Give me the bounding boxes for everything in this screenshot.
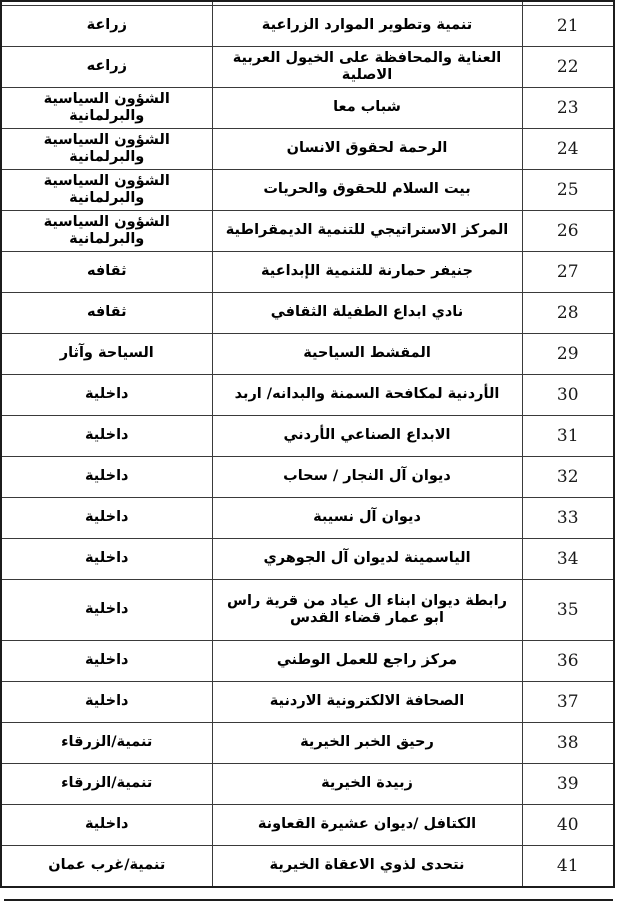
- cell-organization-name: نتحدى لذوي الاعقاة الخيرية: [211, 845, 523, 888]
- cell-number: 24: [521, 128, 615, 170]
- cell-department: تنمية/الزرقاء: [0, 722, 213, 764]
- cell-organization-name: جنيفر حمارنة للتنمية الإبداعية: [211, 251, 523, 293]
- cell-organization-name: العناية والمحافظة على الخيول العربية الا…: [211, 46, 523, 88]
- cell-department: داخلية: [0, 681, 213, 723]
- cell-organization-name: رابطة ديوان ابناء ال عياد من قرية راس اب…: [211, 579, 523, 641]
- cell-number: 36: [521, 640, 615, 682]
- cell-organization-name: بيت السلام للحقوق والحريات: [211, 169, 523, 211]
- table-row: 35 رابطة ديوان ابناء ال عياد من قرية راس …: [0, 579, 615, 641]
- cell-number: 35: [521, 579, 615, 641]
- cell-number: 37: [521, 681, 615, 723]
- cell-number: 25: [521, 169, 615, 211]
- cell-organization-name: تنمية وتطوير الموارد الزراعية: [211, 5, 523, 47]
- cell-department: داخلية: [0, 579, 213, 641]
- cell-organization-name: ديوان آل نسيبة: [211, 497, 523, 539]
- cell-department: تنمية/الزرقاء: [0, 763, 213, 805]
- table-row: 28 نادي ابداع الطفيلة الثقافي ثقافه: [0, 292, 615, 334]
- cell-organization-name: زبيدة الخيرية: [211, 763, 523, 805]
- table-row: 21 تنمية وتطوير الموارد الزراعية زراعة: [0, 5, 615, 47]
- table-row: 25 بيت السلام للحقوق والحريات الشؤون السيا…: [0, 169, 615, 211]
- cell-number: 29: [521, 333, 615, 375]
- cell-number: 39: [521, 763, 615, 805]
- cell-organization-name: الأردنية لمكافحة السمنة والبدانه/ اربد: [211, 374, 523, 416]
- cell-department: ثقافه: [0, 251, 213, 293]
- cell-department: الشؤون السياسية والبرلمانية: [0, 169, 213, 211]
- cell-number: 32: [521, 456, 615, 498]
- cell-number: 33: [521, 497, 615, 539]
- table-row: 22 العناية والمحافظة على الخيول العربية ا…: [0, 46, 615, 88]
- cell-department: داخلية: [0, 456, 213, 498]
- table-row: 31 الابداع الصناعي الأردني داخلية: [0, 415, 615, 457]
- table-row: 24 الرحمة لحقوق الانسان الشؤون السياسية وا…: [0, 128, 615, 170]
- table-row: 29 المقشط السياحية السياحة وآثار: [0, 333, 615, 375]
- cell-number: 40: [521, 804, 615, 846]
- cell-department: داخلية: [0, 538, 213, 580]
- cell-number: 21: [521, 5, 615, 47]
- cell-organization-name: نادي ابداع الطفيلة الثقافي: [211, 292, 523, 334]
- cell-organization-name: الكتافل /ديوان عشيرة القعاونة: [211, 804, 523, 846]
- cell-organization-name: المركز الاستراتيجي للتنمية الديمقراطية: [211, 210, 523, 252]
- cell-department: تنمية/غرب عمان: [0, 845, 213, 888]
- table-row: 33 ديوان آل نسيبة داخلية: [0, 497, 615, 539]
- cell-number: 38: [521, 722, 615, 764]
- table-row: 30 الأردنية لمكافحة السمنة والبدانه/ اربد…: [0, 374, 615, 416]
- cell-department: داخلية: [0, 374, 213, 416]
- table-row: 23 شباب معا الشؤون السياسية والبرلمانية: [0, 87, 615, 129]
- cell-department: الشؤون السياسية والبرلمانية: [0, 128, 213, 170]
- cell-number: 22: [521, 46, 615, 88]
- table-row: 39 زبيدة الخيرية تنمية/الزرقاء: [0, 763, 615, 805]
- cell-organization-name: رحيق الخبر الخيرية: [211, 722, 523, 764]
- table-row: 38 رحيق الخبر الخيرية تنمية/الزرقاء: [0, 722, 615, 764]
- cell-number: 34: [521, 538, 615, 580]
- cell-number: 27: [521, 251, 615, 293]
- cell-department: زراعة: [0, 5, 213, 47]
- cell-organization-name: مركز راجع للعمل الوطني: [211, 640, 523, 682]
- cell-department: زراعه: [0, 46, 213, 88]
- cell-department: الشؤون السياسية والبرلمانية: [0, 87, 213, 129]
- cell-number: 31: [521, 415, 615, 457]
- cell-number: 30: [521, 374, 615, 416]
- cell-department: السياحة وآثار: [0, 333, 213, 375]
- table-row: 37 الصحافة الالكترونية الاردنية داخلية: [0, 681, 615, 723]
- cell-number: 23: [521, 87, 615, 129]
- cell-department: الشؤون السياسية والبرلمانية: [0, 210, 213, 252]
- cell-organization-name: الصحافة الالكترونية الاردنية: [211, 681, 523, 723]
- cell-organization-name: الرحمة لحقوق الانسان: [211, 128, 523, 170]
- table-row: 32 ديوان آل النجار / سحاب داخلية: [0, 456, 615, 498]
- cell-number: 28: [521, 292, 615, 334]
- cell-organization-name: شباب معا: [211, 87, 523, 129]
- cell-department: ثقافه: [0, 292, 213, 334]
- table-row: 27 جنيفر حمارنة للتنمية الإبداعية ثقافه: [0, 251, 615, 293]
- table-row: 26 المركز الاستراتيجي للتنمية الديمقراطية…: [0, 210, 615, 252]
- cell-number: 26: [521, 210, 615, 252]
- cell-organization-name: ديوان آل النجار / سحاب: [211, 456, 523, 498]
- cell-department: داخلية: [0, 497, 213, 539]
- cell-organization-name: المقشط السياحية: [211, 333, 523, 375]
- table-row: 40 الكتافل /ديوان عشيرة القعاونة داخلية: [0, 804, 615, 846]
- table-row: 34 الياسمينة لديوان آل الجوهري داخلية: [0, 538, 615, 580]
- table-row: 36 مركز راجع للعمل الوطني داخلية: [0, 640, 615, 682]
- cell-department: داخلية: [0, 415, 213, 457]
- cell-number: 41: [521, 845, 615, 888]
- cell-organization-name: الياسمينة لديوان آل الجوهري: [211, 538, 523, 580]
- cell-department: داخلية: [0, 804, 213, 846]
- cell-organization-name: الابداع الصناعي الأردني: [211, 415, 523, 457]
- table-row: 41 نتحدى لذوي الاعقاة الخيرية تنمية/غرب عم…: [0, 845, 615, 888]
- cell-department: داخلية: [0, 640, 213, 682]
